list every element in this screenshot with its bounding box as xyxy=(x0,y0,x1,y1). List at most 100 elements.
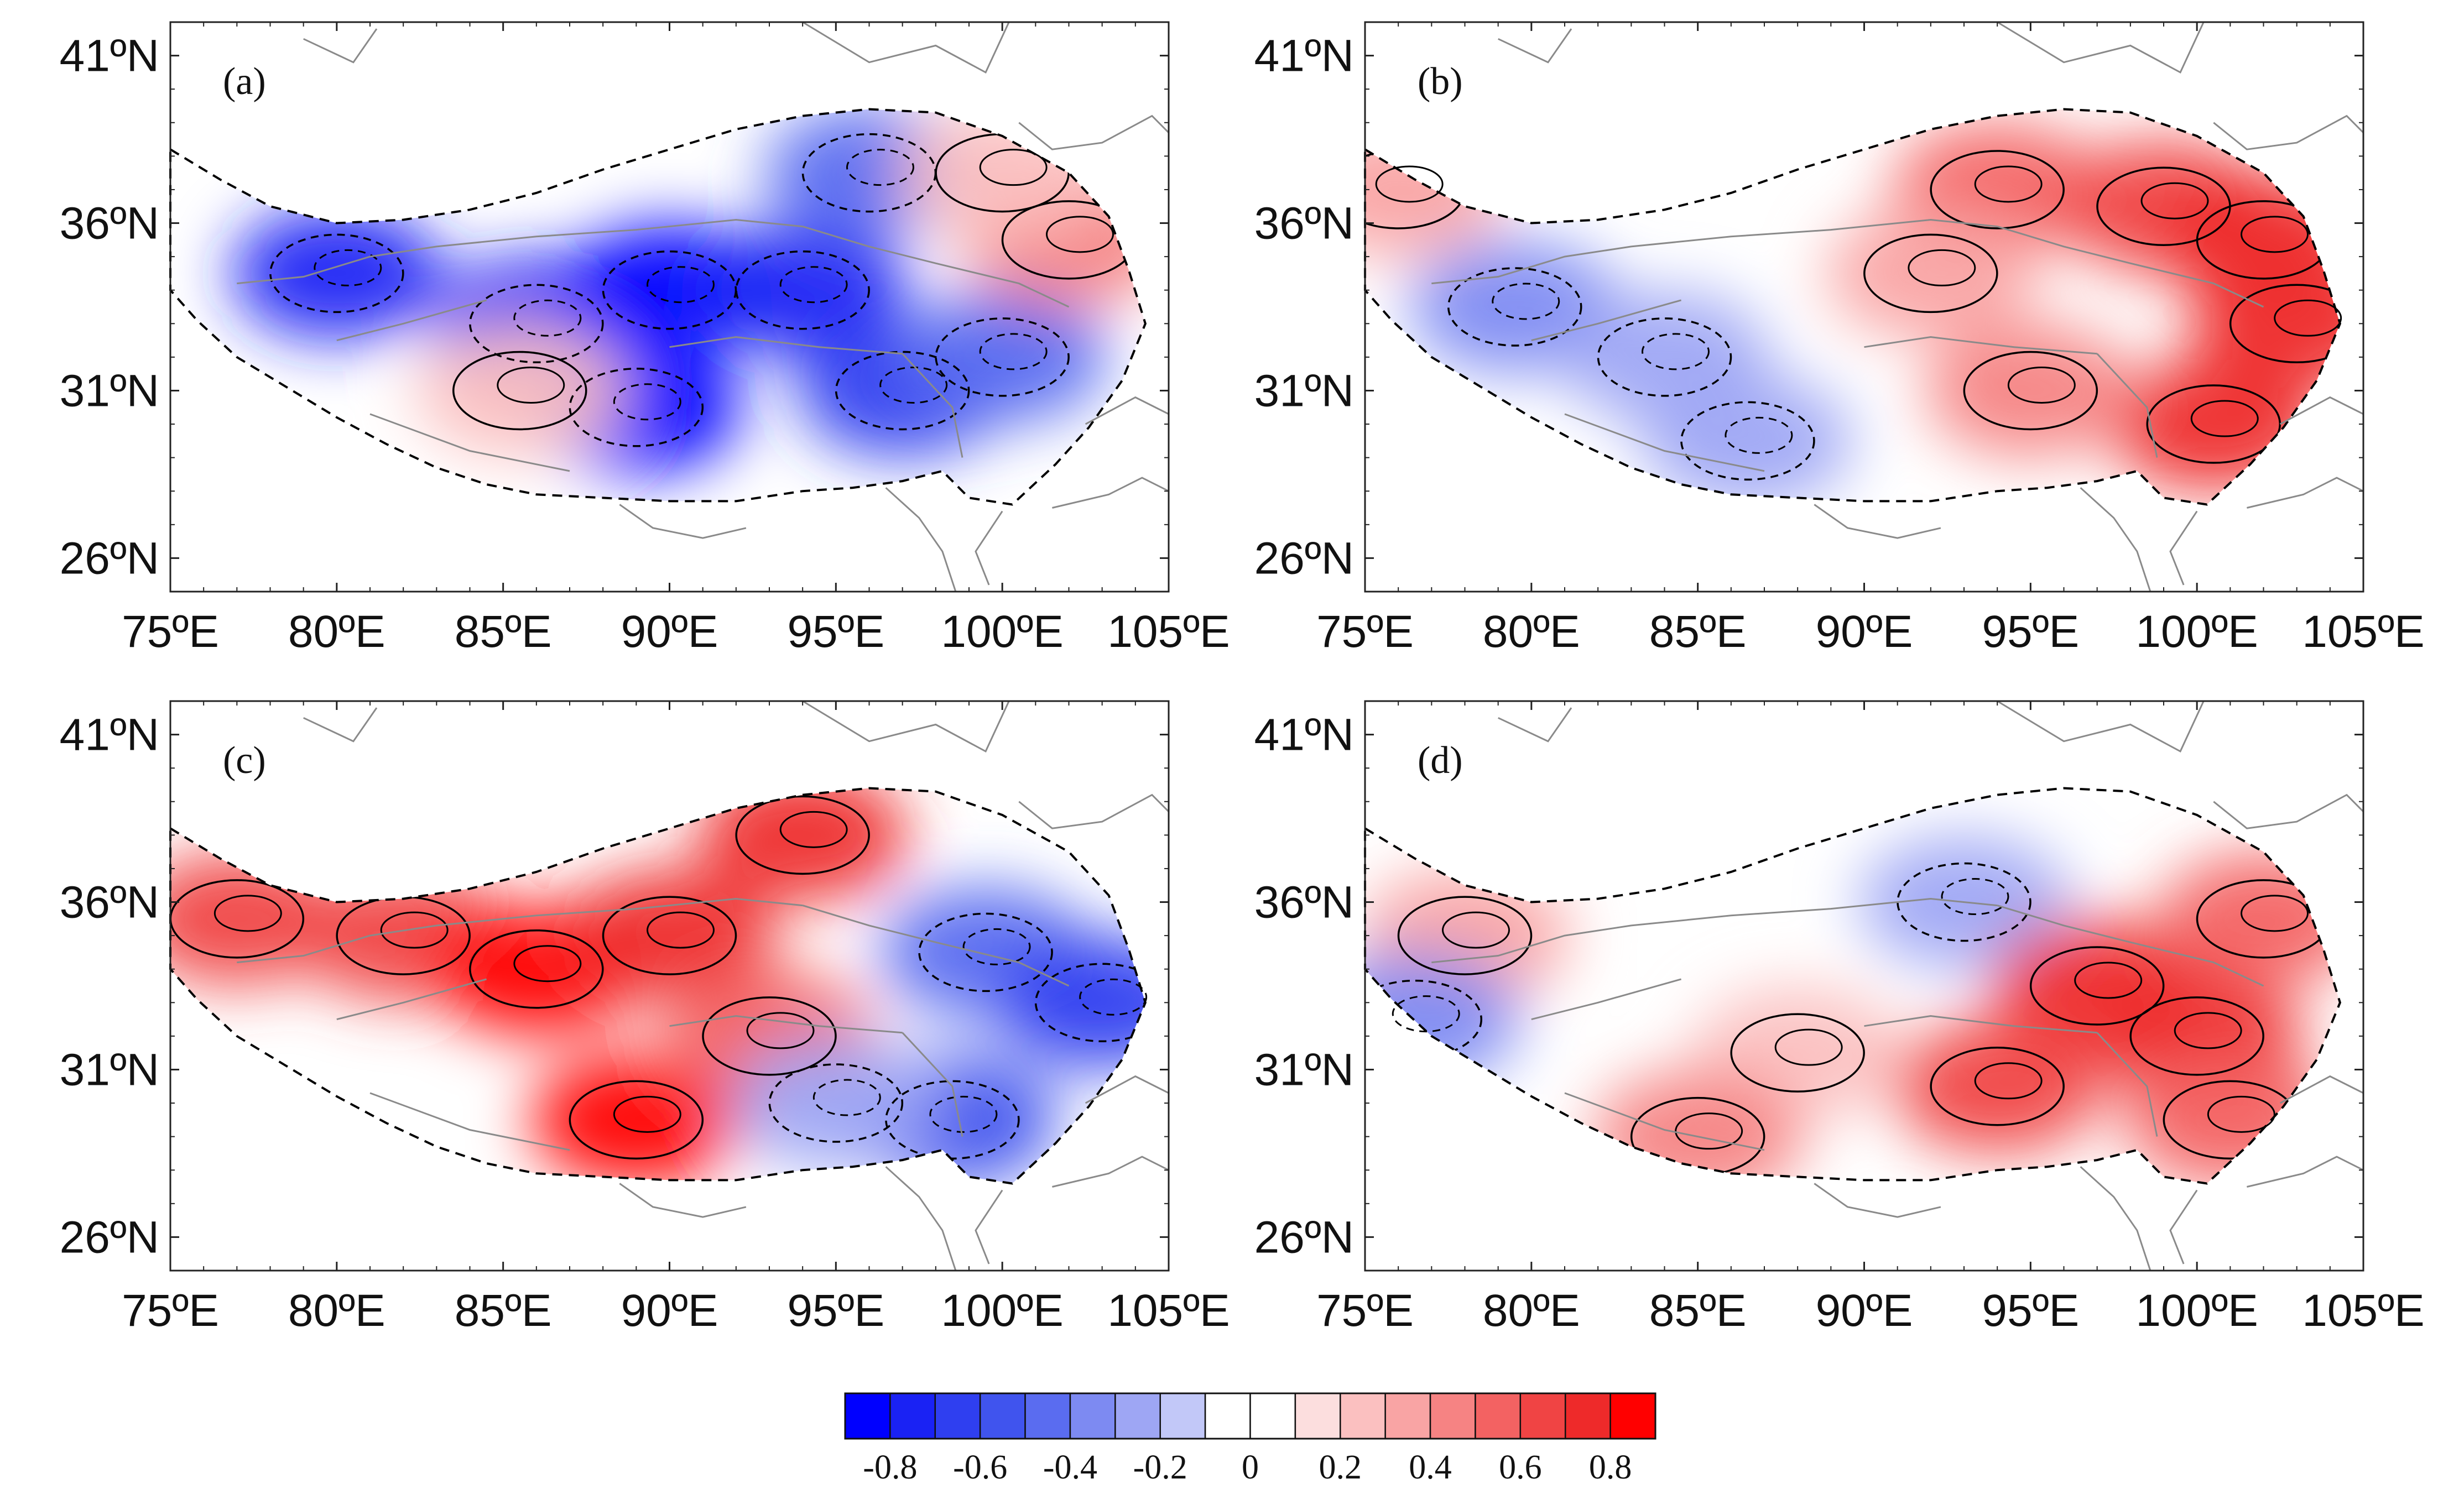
anomaly-field xyxy=(1365,109,2340,505)
map-panels: 75ºE 80ºE 85ºE 90ºE 95ºE 100ºE 105ºE 41ºN 36ºN 31… xyxy=(60,21,2425,1336)
colorbar-swatch xyxy=(1475,1392,1522,1440)
value-blob xyxy=(231,207,442,340)
value-blob xyxy=(897,290,1108,424)
y-tick-label: 26ºN xyxy=(1254,533,1354,583)
colorbar: -0.8 -0.6 -0.4 -0.2 0 0.2 0.4 0.6 0.8 xyxy=(844,1392,1656,1486)
x-tick-label: 80ºE xyxy=(1483,1286,1580,1336)
contour-line xyxy=(602,896,737,975)
contour-line xyxy=(1908,249,1976,286)
plateau-boundary xyxy=(169,787,1147,1185)
x-tick-label: 90ºE xyxy=(1816,1286,1913,1336)
contour-line xyxy=(469,284,604,364)
colorbar-swatch xyxy=(1249,1392,1296,1440)
y-tick-label: 31ºN xyxy=(1254,1044,1354,1095)
contour-line xyxy=(602,250,737,330)
contour-line xyxy=(469,929,604,1009)
value-blob xyxy=(564,869,775,1002)
x-tick-label: 80ºE xyxy=(1483,607,1580,657)
colorbar-label: -0.2 xyxy=(1133,1449,1187,1486)
x-tick-label: 85ºE xyxy=(455,607,552,657)
y-tick-label: 36ºN xyxy=(60,198,159,249)
y-tick-label: 31ºN xyxy=(60,365,159,416)
contour-line xyxy=(918,912,1053,992)
anomaly-field xyxy=(170,109,1145,505)
colorbar-swatch xyxy=(1519,1392,1566,1440)
contour-line xyxy=(2146,384,2281,464)
x-tick-label: 100ºE xyxy=(2135,607,2258,657)
contour-line xyxy=(979,333,1048,370)
colorbar-swatch xyxy=(1024,1392,1071,1440)
panel-label: (d) xyxy=(1418,739,1463,782)
contour-line xyxy=(1442,911,1510,949)
panel-label: (a) xyxy=(223,60,266,103)
contour-line xyxy=(1046,216,1114,253)
contour-line xyxy=(452,351,587,431)
value-blob xyxy=(897,109,1108,239)
y-tick-label: 41ºN xyxy=(1254,31,1354,81)
contour-line xyxy=(613,383,681,421)
contour-line xyxy=(768,1063,904,1143)
colorbar-swatch xyxy=(1069,1392,1116,1440)
contour-line xyxy=(513,945,582,983)
map-panel-1: 75ºE 80ºE 85ºE 90ºE 95ºE 100ºE 105ºE 41ºN 36ºN 31… xyxy=(60,21,1230,657)
contour-line xyxy=(2074,962,2143,999)
y-tick-label: 26ºN xyxy=(1254,1212,1354,1262)
contour-line xyxy=(735,795,870,875)
contour-line xyxy=(735,250,870,330)
y-tick-label: 31ºN xyxy=(60,1044,159,1095)
contour-line xyxy=(2174,1012,2242,1049)
x-tick-label: 80ºE xyxy=(288,1286,386,1336)
colorbar-label: 0 xyxy=(1242,1449,1259,1486)
value-blob xyxy=(2191,257,2340,390)
contour-line xyxy=(2241,895,2309,932)
value-blob xyxy=(1365,953,1520,1086)
contour-line xyxy=(935,317,1070,397)
contour-line xyxy=(2274,299,2342,337)
contour-line xyxy=(835,351,970,431)
contour-line xyxy=(569,368,704,447)
contour-line xyxy=(979,149,1048,186)
colorbar-label: 0.8 xyxy=(1589,1449,1632,1486)
contour-line xyxy=(1447,267,1582,347)
contour-line xyxy=(1941,878,2009,916)
colorbar-label: 0.6 xyxy=(1499,1449,1542,1486)
x-tick-label: 100ºE xyxy=(2135,1286,2258,1336)
contour-line xyxy=(1079,978,1148,1016)
colorbar-swatch xyxy=(1340,1392,1386,1440)
value-blob xyxy=(414,324,625,457)
value-blob xyxy=(1642,374,1853,505)
value-blob xyxy=(1825,207,2036,340)
contour-line xyxy=(613,1095,681,1133)
x-tick-label: 100ºE xyxy=(941,1286,1063,1336)
colorbar-swatch xyxy=(844,1392,891,1440)
contour-line xyxy=(1974,1062,2043,1100)
plateau-boundary xyxy=(1364,787,2342,1185)
x-tick-label: 90ºE xyxy=(621,1286,718,1336)
y-tick-label: 41ºN xyxy=(1254,710,1354,760)
x-tick-label: 95ºE xyxy=(787,1286,884,1336)
country-borders xyxy=(1431,700,2364,1271)
x-tick-label: 90ºE xyxy=(1816,607,1913,657)
contour-line xyxy=(513,299,582,337)
contour-line xyxy=(2129,996,2264,1076)
country-borders xyxy=(1431,21,2364,592)
contour-line xyxy=(1034,963,1145,1043)
contour-line xyxy=(962,928,1031,965)
contour-line xyxy=(1597,317,1732,397)
value-blob xyxy=(2125,1053,2336,1184)
contour-line xyxy=(314,249,382,286)
contour-line xyxy=(213,895,282,932)
contour-line xyxy=(2207,1095,2275,1133)
colorbar-swatch xyxy=(1159,1392,1206,1440)
x-tick-label: 75ºE xyxy=(1316,1286,1414,1336)
contour-line xyxy=(812,1079,881,1116)
contour-line xyxy=(380,911,449,949)
contour-line xyxy=(1930,1047,2065,1126)
y-tick-label: 36ºN xyxy=(1254,877,1354,928)
contour-line xyxy=(929,1095,998,1133)
value-blob xyxy=(1925,324,2136,457)
y-tick-label: 41ºN xyxy=(60,31,159,81)
contour-line xyxy=(2007,366,2076,404)
x-tick-label: 105ºE xyxy=(2302,1286,2424,1336)
